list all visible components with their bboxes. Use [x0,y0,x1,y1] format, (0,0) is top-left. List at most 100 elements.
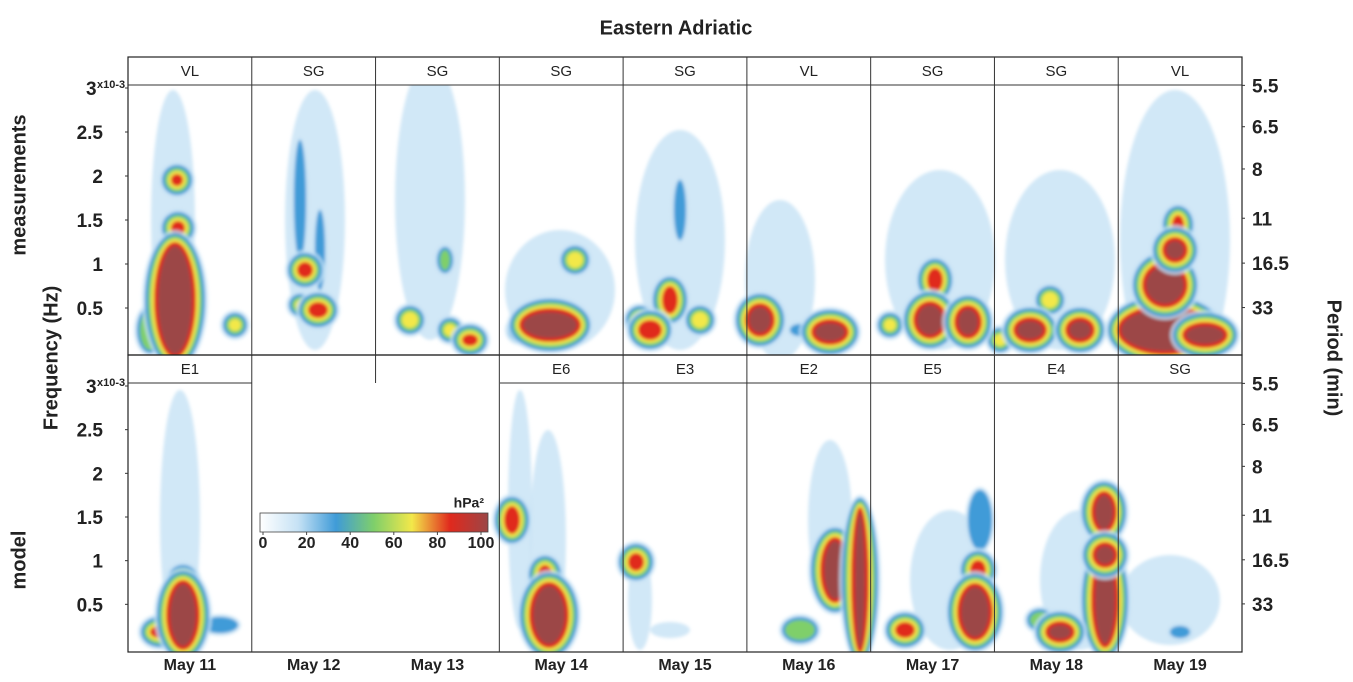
spectrogram-blob [308,302,328,318]
colorbar-tick-label: 0 [259,535,268,552]
column-label: VL [800,63,818,80]
panel-label: model [8,531,30,590]
spectrogram-blob [968,490,992,550]
column-label: SG [674,63,696,80]
column-label: VL [181,63,199,80]
spectrogram-blob [959,585,991,639]
column-label: SG [1169,361,1191,378]
y-tick-label: 3 [86,377,97,398]
spectrogram-blob [895,622,915,638]
y2-tick-label: 8 [1252,160,1263,181]
spectrogram-blob [402,312,418,328]
spectrogram-blob [813,321,847,343]
y-tick-label: 1.5 [77,211,104,232]
colorbar-tick-label: 100 [468,535,495,552]
spectrogram-blob [915,303,945,337]
spectrogram-blob [1094,544,1116,566]
colorbar-label: hPa² [454,495,485,511]
colorbar-tick-label: 60 [385,535,403,552]
y-exponent: x10-3 [97,377,125,389]
y2-tick-label: 11 [1252,209,1273,230]
spectrogram-blob [531,584,567,646]
column-label: E1 [181,361,199,378]
y2-tick-label: 33 [1252,595,1273,616]
y2-tick-label: 5.5 [1252,374,1279,395]
spectrogram-blob [1093,493,1115,531]
y-tick-label: 0.5 [77,595,104,616]
y-tick-label: 2.5 [77,421,104,442]
x-tick-label: May 12 [287,657,340,674]
spectrogram-blob [692,312,708,328]
spectrogram-blob [297,262,313,278]
y2-tick-label: 16.5 [1252,551,1289,572]
spectrogram-blob [927,268,943,292]
spectrogram-blob [956,307,980,337]
column-label: E2 [800,361,818,378]
spectrogram-blob [1005,170,1115,350]
spectrogram-blob [1170,626,1190,638]
spectrogram-blob [628,553,644,571]
spectrogram-blob [440,250,450,270]
y-tick-label: 2 [92,464,103,485]
spectrogram-blob [662,286,678,314]
column-label: E4 [1047,361,1065,378]
y2-tick-label: 6.5 [1252,118,1279,139]
x-tick-label: May 15 [658,657,711,674]
spectrogram-blob [395,85,465,340]
y2-tick-label: 33 [1252,299,1273,320]
spectrogram-blob [1015,319,1045,341]
spectrogram-blob [504,506,520,534]
y-tick-label: 3 [86,79,97,100]
spectrogram-bottom [138,390,1220,652]
y-tick-label: 1 [92,255,103,276]
column-label: VL [1171,63,1189,80]
y-tick-label: 0.5 [77,299,104,320]
y2-axis-label: Period (min) [1323,300,1345,417]
spectrogram-top [134,85,1240,355]
panel-label: measurements [8,114,30,255]
colorbar-tick-label: 20 [298,535,316,552]
chart-title: Eastern Adriatic [600,17,753,39]
colorbar [259,512,489,533]
y-exponent: x10-3 [97,79,125,91]
column-label: E5 [923,361,941,378]
x-tick-label: May 19 [1153,657,1206,674]
column-label: SG [922,63,944,80]
spectrogram-blob [674,180,686,240]
spectrogram-blob [294,140,306,260]
y-tick-label: 1.5 [77,508,104,529]
spectrogram-blob [785,620,815,640]
x-tick-label: May 18 [1030,657,1083,674]
x-tick-label: May 16 [782,657,835,674]
y-tick-label: 2.5 [77,123,104,144]
spectrogram-blob [1047,623,1073,641]
spectrogram-blob [1067,319,1093,341]
x-tick-label: May 13 [411,657,464,674]
spectrogram-blob [1042,292,1058,308]
x-tick-label: May 17 [906,657,959,674]
column-label: SG [1045,63,1067,80]
spectrogram-blob [638,320,662,340]
spectrogram-blob [156,244,194,355]
x-tick-label: May 11 [164,657,217,674]
spectrogram-blob [1164,239,1186,261]
spectrogram-blob [1120,555,1220,645]
spectrogram-blob [521,310,579,340]
y2-tick-label: 6.5 [1252,415,1279,436]
colorbar-tick-label: 40 [341,535,359,552]
column-label: SG [303,63,325,80]
y2-tick-label: 5.5 [1252,76,1279,97]
column-label: E6 [552,361,570,378]
spectrogram-blob [650,622,690,638]
spectrogram-blob [1184,324,1226,346]
spectrogram-blob [853,509,867,651]
colorbar-tick-label: 80 [429,535,447,552]
spectrogram-blob [171,174,183,186]
spectrogram-blob [229,319,241,331]
panel-frames [127,56,1243,653]
column-label: SG [550,63,572,80]
spectrogram-blob [168,582,198,648]
y-tick-label: 2 [92,167,103,188]
y2-tick-label: 8 [1252,457,1263,478]
